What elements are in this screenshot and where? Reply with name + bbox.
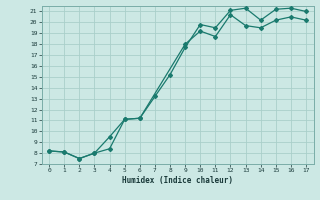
X-axis label: Humidex (Indice chaleur): Humidex (Indice chaleur) [122,176,233,185]
